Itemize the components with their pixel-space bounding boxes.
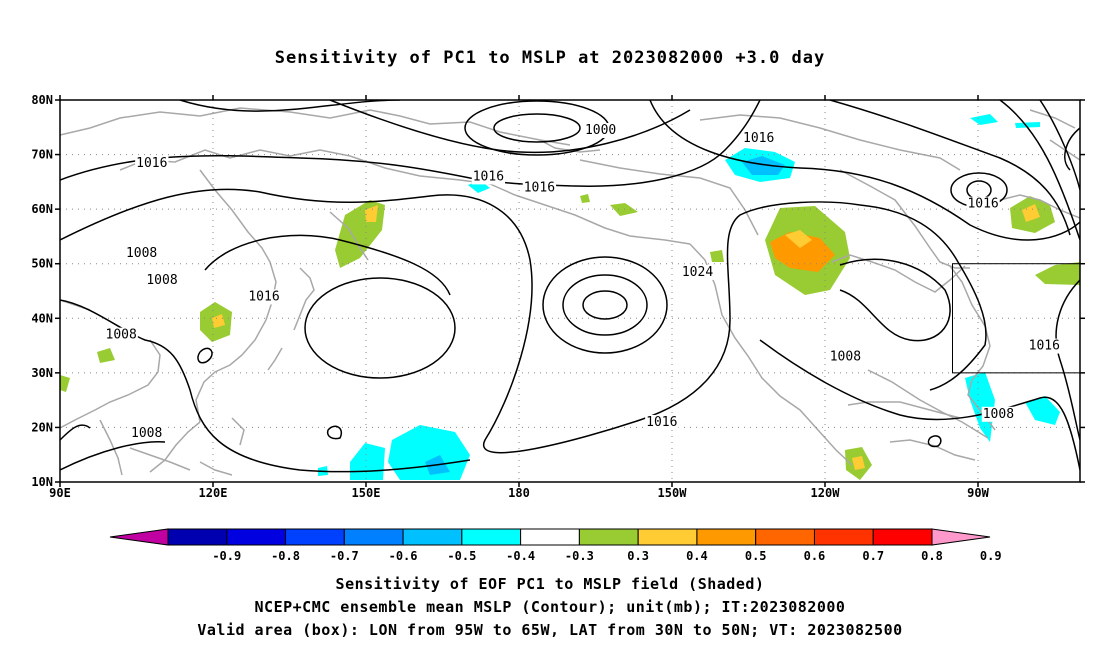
contour-label: 1016 xyxy=(524,180,555,195)
legend-label: 0.8 xyxy=(921,549,943,563)
lon-tick-label: 180 xyxy=(508,486,530,500)
lat-tick-label: 50N xyxy=(31,257,53,271)
contour-label-bg xyxy=(981,406,1016,422)
contour-label-bg xyxy=(247,289,281,305)
contour-label: 1000 xyxy=(585,123,616,138)
legend-swatch xyxy=(578,528,639,546)
lon-tick-label: 90W xyxy=(967,486,989,500)
contour-label-bg xyxy=(966,196,1000,212)
contour-label-bg xyxy=(104,327,138,343)
lon-tick-label: 120W xyxy=(811,486,841,500)
legend-swatch xyxy=(226,528,287,546)
sensitivity-shading xyxy=(60,114,1080,480)
contour-label-bg xyxy=(583,123,618,139)
legend-label: -0.7 xyxy=(330,549,359,563)
legend-label: 0.4 xyxy=(686,549,708,563)
contour-label-bg xyxy=(471,169,506,185)
caption-shaded: Sensitivity of EOF PC1 to MSLP field (Sh… xyxy=(335,575,765,593)
contour-label: 1016 xyxy=(967,197,998,212)
contour-label-bg xyxy=(680,264,715,280)
legend-arrow-high xyxy=(931,528,991,546)
lon-tick-label: 90E xyxy=(49,486,71,500)
legend-swatch xyxy=(461,528,522,546)
contour-label-bg xyxy=(522,180,557,196)
caption-valid-area: Valid area (box): LON from 95W to 65W, L… xyxy=(197,621,903,639)
lat-tick-label: 60N xyxy=(31,202,53,216)
contour-label: 1024 xyxy=(682,265,713,280)
lat-tick-label: 40N xyxy=(31,311,53,325)
contour-label: 1008 xyxy=(830,349,861,364)
legend-label: -0.9 xyxy=(212,549,241,563)
map-gridlines xyxy=(60,100,1080,482)
contour-label-bg xyxy=(130,425,164,441)
map-title: Sensitivity of PC1 to MSLP at 2023082000… xyxy=(274,48,826,68)
legend-label: -0.8 xyxy=(271,549,300,563)
legend-label: -0.6 xyxy=(389,549,418,563)
contour-label-bg xyxy=(135,155,169,171)
legend-swatch xyxy=(520,528,580,546)
contour-labels: 1000101610161016101610161000100810081024… xyxy=(104,123,1061,441)
lat-tick-label: 10N xyxy=(31,475,53,489)
contour-label: 1016 xyxy=(473,169,504,184)
legend-label: -0.3 xyxy=(565,549,594,563)
contour-label-bg xyxy=(645,414,679,430)
caption-contour: NCEP+CMC ensemble mean MSLP (Contour); u… xyxy=(254,598,846,616)
contour-label: 1008 xyxy=(146,273,177,288)
lat-tick-label: 30N xyxy=(31,366,53,380)
legend-label: 0.9 xyxy=(980,549,1002,563)
legend-swatch xyxy=(755,528,815,546)
contour-label-bg xyxy=(124,245,159,261)
contour-label: 1016 xyxy=(136,156,167,171)
contour-label-bg xyxy=(828,349,863,365)
contour-label: 1008 xyxy=(126,246,157,261)
legend-label: -0.4 xyxy=(506,549,535,563)
lat-tick-label: 20N xyxy=(31,420,53,434)
contour-label-bg xyxy=(145,273,179,289)
legend-swatch xyxy=(285,528,345,546)
lat-tick-label: 70N xyxy=(31,148,53,162)
legend-swatch xyxy=(872,528,933,546)
contour-label-bg xyxy=(1027,338,1061,354)
contour-label: 1008 xyxy=(983,407,1014,422)
legend-swatch xyxy=(167,528,228,546)
contour-label: 1016 xyxy=(743,131,774,146)
contour-label: 1016 xyxy=(248,289,279,304)
legend-label: 0.6 xyxy=(804,549,826,563)
contour-label: 1016 xyxy=(1029,339,1060,354)
legend-label: -0.5 xyxy=(447,549,476,563)
contour-label: 1016 xyxy=(646,415,677,430)
lon-tick-label: 150W xyxy=(658,486,688,500)
legend-label: 0.3 xyxy=(627,549,649,563)
map-frame xyxy=(59,99,1081,483)
legend-label: 0.5 xyxy=(745,549,767,563)
legend-swatch xyxy=(343,528,404,546)
coastlines xyxy=(60,107,1080,476)
legend-swatch xyxy=(402,528,463,546)
legend-swatch xyxy=(637,528,698,546)
color-legend: -0.9 -0.8 -0.7 -0.6 -0.5 -0.4 -0.3 0.3 0.4 0.5 0.6… xyxy=(109,528,1002,563)
mslp-contours xyxy=(60,100,1080,473)
legend-swatch xyxy=(696,528,757,546)
contour-label: 1008 xyxy=(131,426,162,441)
legend-swatch xyxy=(813,528,874,546)
contour-label: 1008 xyxy=(106,328,137,343)
lat-tick-label: 80N xyxy=(31,93,53,107)
lon-tick-label: 150E xyxy=(352,486,381,500)
legend-label: 0.7 xyxy=(862,549,884,563)
legend-arrow-low xyxy=(109,528,169,546)
lon-tick-label: 120E xyxy=(199,486,228,500)
contour-label-bg xyxy=(742,131,776,147)
